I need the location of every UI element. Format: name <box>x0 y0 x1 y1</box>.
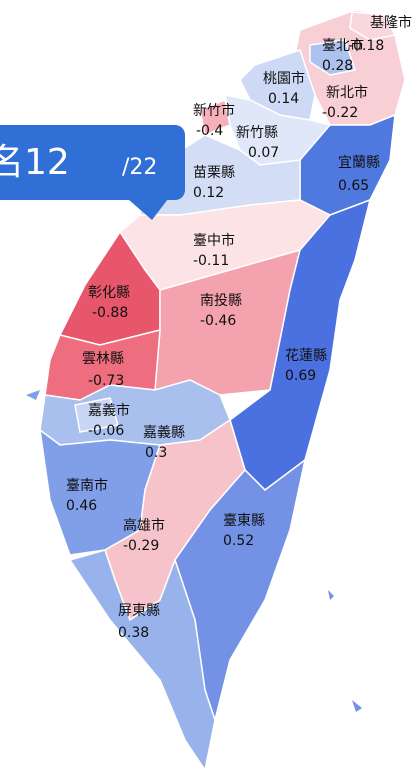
region-value: 0.07 <box>248 145 279 161</box>
callout-tail <box>128 199 168 220</box>
region-name: 高雄市 <box>123 517 165 534</box>
region-name: 臺北市 <box>322 37 364 54</box>
region-value: -0.46 <box>200 313 236 329</box>
region-value: -0.06 <box>88 423 124 439</box>
region-value: 0.28 <box>322 58 353 74</box>
region-value: 0.3 <box>145 445 167 461</box>
islet <box>328 590 334 600</box>
region <box>174 458 307 723</box>
region-name: 苗栗縣 <box>193 165 235 181</box>
region-value: -0.11 <box>193 253 229 269</box>
region-name: 臺中市 <box>193 232 235 249</box>
region-name: 新北市 <box>326 84 368 101</box>
region-value: -0.18 <box>348 38 384 54</box>
callout: 名12 /22 <box>0 125 185 220</box>
region <box>309 39 356 76</box>
region-name: 新竹縣 <box>236 125 278 141</box>
region-name: 南投縣 <box>200 293 242 309</box>
region-name: 嘉義縣 <box>143 424 185 441</box>
region-name: 桃園市 <box>263 70 305 87</box>
callout-total: /22 <box>122 155 157 180</box>
region-name: 花蓮縣 <box>285 348 327 364</box>
islet <box>352 700 362 712</box>
region-name: 雲林縣 <box>82 351 124 367</box>
region-name: 屏東縣 <box>118 603 160 619</box>
region <box>349 11 397 41</box>
region-name: 臺東縣 <box>223 513 265 529</box>
islet <box>26 390 40 400</box>
region <box>74 397 119 433</box>
region-value: -0.29 <box>123 538 159 554</box>
region-value: 0.46 <box>66 498 97 514</box>
region-value: 0.38 <box>118 625 149 641</box>
region-value: -0.73 <box>88 373 124 389</box>
region-name: 宜蘭縣 <box>338 155 380 171</box>
region-value: -0.4 <box>196 123 223 139</box>
region-name: 新竹市 <box>193 102 235 119</box>
region-name: 嘉義市 <box>88 402 130 419</box>
region-name: 彰化縣 <box>88 284 130 301</box>
region-value: 0.14 <box>268 91 299 107</box>
region <box>68 549 216 772</box>
region-name: 臺南市 <box>66 477 108 494</box>
region-value: 0.52 <box>223 533 254 549</box>
region-value: -0.22 <box>322 105 358 121</box>
region-value: 0.12 <box>193 185 224 201</box>
callout-box <box>0 125 185 200</box>
region-value: 0.69 <box>285 368 316 384</box>
region-value: 0.65 <box>338 178 369 194</box>
region-value: -0.88 <box>92 305 128 321</box>
callout-rank: 名12 <box>0 142 70 183</box>
region-name: 基隆市 <box>370 14 412 31</box>
